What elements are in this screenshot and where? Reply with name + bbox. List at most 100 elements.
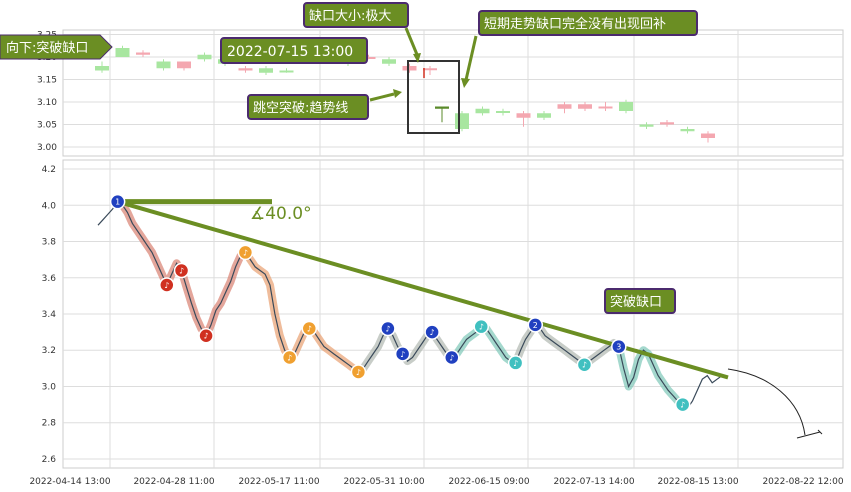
signal-marker-label: ♪: [179, 267, 184, 276]
price-bands: [115, 198, 686, 408]
candle-body: [423, 68, 437, 71]
xtick-label: 2022-04-28 11:00: [133, 477, 214, 487]
candle-body: [475, 108, 490, 114]
xtick-label: 2022-07-13 14:00: [553, 477, 634, 487]
gap-box: [407, 60, 460, 134]
annotation-short-term: 短期走势缺口完全没有出现回补: [461, 10, 698, 88]
top-panel-grid: [62, 29, 844, 157]
signal-marker: [674, 396, 691, 413]
annotation-jump: 跳空突破:趋势线: [247, 89, 402, 120]
candle-body: [680, 129, 695, 132]
candle-body: [156, 61, 171, 69]
bottom-ytick-label: 4.0: [42, 201, 57, 211]
signal-marker-label: ♪: [356, 368, 361, 377]
xtick-label: 2022-05-17 11:00: [238, 477, 319, 487]
price-band: [242, 250, 361, 376]
signal-marker: [173, 262, 190, 279]
annotation-gap-down: 向下:突破缺口: [0, 34, 113, 60]
signal-marker-label: ♪: [164, 281, 169, 290]
signal-marker: [527, 317, 544, 333]
bottom-ytick-label: 3.0: [42, 382, 57, 392]
signal-marker: [444, 349, 460, 366]
xtick-label: 2022-06-15 09:00: [448, 477, 529, 487]
candle-body: [701, 133, 715, 138]
gap-down-label: 向下:突破缺口: [6, 40, 88, 56]
signal-marker-label: ♪: [449, 353, 454, 362]
candle-body: [496, 111, 510, 113]
breakout-label: 突破缺口: [610, 294, 662, 310]
bottom-ytick-label: 3.4: [42, 310, 57, 320]
candle-body: [619, 102, 633, 111]
candle-body: [557, 104, 572, 109]
signal-marker-label: 1: [115, 198, 120, 207]
candlestick-series: [95, 45, 715, 143]
bottom-ytick-label: 3.6: [42, 274, 57, 284]
signal-marker: [109, 193, 126, 210]
candle-body: [402, 66, 417, 71]
signal-marker-label: ♪: [513, 359, 518, 368]
bottom-ytick-label: 2.6: [42, 455, 57, 465]
candle-body: [115, 48, 130, 57]
signal-marker: [237, 244, 254, 261]
signal-marker: [394, 346, 411, 362]
signal-marker: [424, 324, 440, 340]
date-label: 2022-07-15 13:00: [227, 44, 353, 60]
xtick-label: 2022-04-14 13:00: [29, 477, 110, 487]
top-ytick-label: 3.15: [37, 76, 57, 86]
signal-marker: [350, 364, 367, 380]
signal-marker: [611, 338, 627, 355]
jump-label: 跳空突破:趋势线: [253, 100, 348, 116]
annotation-breakout: 突破缺口: [604, 288, 676, 314]
signal-marker: [301, 320, 318, 337]
signal-marker-label: ♪: [400, 350, 405, 359]
candle-body: [361, 57, 376, 59]
signal-marker-label: ♪: [479, 323, 484, 332]
signal-marker-label: 2: [533, 321, 538, 330]
signal-marker: [507, 355, 524, 371]
candle-body: [279, 70, 294, 73]
candle-body: [537, 113, 551, 118]
xtick-label: 2022-08-15 13:00: [657, 477, 738, 487]
gap-size-label: 缺口大小:极大: [309, 9, 391, 24]
candle-body: [435, 106, 449, 109]
candle-body: [259, 68, 273, 73]
annotation-date: 2022-07-15 13:00: [220, 37, 368, 64]
signal-marker-label: ♪: [287, 353, 292, 362]
signal-marker: [380, 320, 396, 337]
bottom-panel-grid: [62, 159, 844, 469]
angle-label: ∡40.0°: [250, 204, 312, 224]
signal-marker: [473, 318, 489, 335]
bottom-ytick-label: 2.8: [42, 419, 57, 429]
signal-marker-label: ♪: [385, 324, 390, 333]
signal-markers: 1 ♪ ♪ ♪ ♪ ♪ ♪ ♪ ♪ ♪ ♪ ♪ ♪ ♪ 2 ♪ 3 ♪: [109, 193, 691, 413]
candle-body: [136, 52, 150, 55]
signal-marker: [281, 349, 298, 366]
signal-marker-label: ♪: [680, 401, 685, 410]
candle-body: [238, 68, 253, 71]
signal-marker-label: ♪: [204, 332, 209, 341]
candle-body: [95, 66, 109, 71]
bottom-ytick-label: 3.8: [42, 238, 57, 248]
top-ytick-label: 3.05: [37, 121, 57, 131]
candle-body: [177, 61, 191, 69]
candle-body: [516, 113, 531, 118]
annotation-gap-size: 缺口大小:极大: [303, 2, 421, 63]
candle-body: [197, 54, 212, 60]
xtick-label: 2022-08-22 12:00: [762, 477, 843, 487]
top-ytick-label: 3.10: [37, 98, 57, 108]
candle-body: [382, 59, 396, 64]
signal-marker-label: ♪: [307, 324, 312, 333]
xtick-label: 2022-05-31 10:00: [343, 477, 424, 487]
top-panel-frame: [62, 29, 844, 157]
signal-marker: [576, 356, 593, 373]
candle-body: [660, 122, 674, 125]
signal-marker-label: ♪: [243, 248, 248, 257]
signal-marker: [159, 277, 175, 293]
forecast-curve: [727, 368, 823, 439]
candle-body: [455, 113, 469, 129]
candle-body: [598, 106, 613, 109]
signal-marker-label: ♪: [582, 361, 587, 370]
signal-marker-label: 3: [616, 343, 621, 352]
